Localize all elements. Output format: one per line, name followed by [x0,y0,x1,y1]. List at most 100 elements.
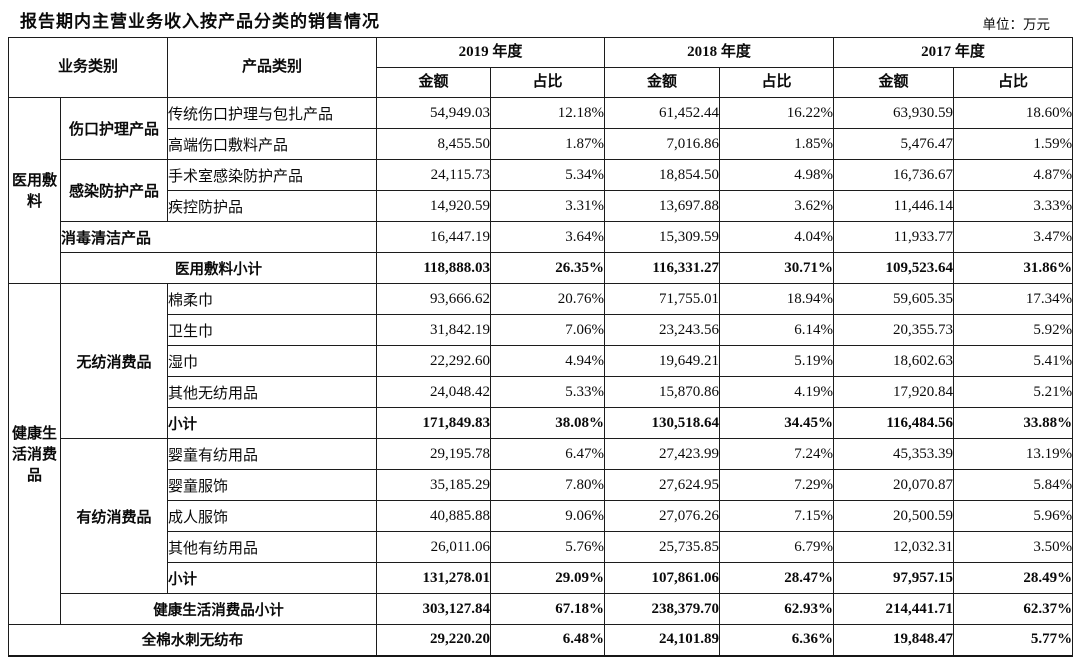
amount-cell: 130,518.64 [604,407,721,439]
amount-cell: 19,848.47 [833,624,955,656]
subgroup-cell-wound-care: 伤口护理产品 [59,97,169,160]
product-name-cell: 传统伤口护理与包扎产品 [167,97,378,129]
table-row: 健康生活消费品 无纺消费品 棉柔巾 93,666.62 20.76% 71,75… [8,283,1074,625]
product-name-cell: 棉柔巾 [167,283,378,315]
product-name-cell: 其他有纺用品 [167,531,378,563]
share-cell: 17.34% [953,283,1074,315]
product-name-cell: 手术室感染防护产品 [167,159,378,191]
share-cell: 20.76% [490,283,606,315]
header-year-2017: 2017 年度 [833,37,1074,68]
amount-cell: 214,441.71 [833,593,955,625]
share-cell: 16.22% [719,97,835,129]
amount-cell: 18,602.63 [833,345,955,377]
header-amount-2018: 金额 [604,67,721,98]
amount-cell: 109,523.64 [833,252,955,284]
share-cell: 6.36% [719,624,835,656]
share-cell: 5.84% [953,469,1074,501]
header-share-2017: 占比 [953,67,1074,98]
header-share-2019: 占比 [490,67,606,98]
amount-cell: 12,032.31 [833,531,955,563]
share-cell: 7.15% [719,500,835,532]
amount-cell: 24,101.89 [604,624,721,656]
subgroup-cell-disinfection-cleaning: 消毒清洁产品 [59,221,378,253]
subtotal-row-nonwoven: 小计 171,849.83 38.08% 130,518.64 34.45% 1… [9,407,1074,439]
subtotal-row-medical: 医用敷料小计 118,888.03 26.35% 116,331.27 30.7… [9,252,1074,284]
share-cell: 5.96% [953,500,1074,532]
share-cell: 12.18% [490,97,606,129]
amount-cell: 24,115.73 [376,159,492,191]
amount-cell: 7,016.86 [604,128,721,160]
amount-cell: 40,885.88 [376,500,492,532]
amount-cell: 71,755.01 [604,283,721,315]
share-cell: 5.41% [953,345,1074,377]
amount-cell: 61,452.44 [604,97,721,129]
product-name-cell: 婴童有纺用品 [167,438,378,470]
share-cell: 29.09% [490,562,606,594]
product-name-cell: 成人服饰 [167,500,378,532]
amount-cell: 27,624.95 [604,469,721,501]
share-cell: 6.79% [719,531,835,563]
amount-cell: 26,011.06 [376,531,492,563]
product-name-cell: 湿巾 [167,345,378,377]
header-row-measures: 金额 占比 金额 占比 金额 占比 [9,67,1074,98]
header-business-category: 业务类别 [7,37,169,98]
share-cell: 9.06% [490,500,606,532]
share-cell: 62.93% [719,593,835,625]
share-cell: 7.80% [490,469,606,501]
header-year-2019: 2019 年度 [376,37,606,68]
amount-cell: 11,933.77 [833,221,955,253]
share-cell: 31.86% [953,252,1074,284]
share-cell: 1.59% [953,128,1074,160]
share-cell: 5.19% [719,345,835,377]
amount-cell: 63,930.59 [833,97,955,129]
subgroup-cell-infection-protection: 感染防护产品 [59,159,169,222]
share-cell: 7.06% [490,314,606,346]
amount-cell: 54,949.03 [376,97,492,129]
table-row: 卫生巾 31,842.19 7.06% 23,243.56 6.14% 20,3… [9,314,1074,346]
table-row: 消毒清洁产品 16,447.19 3.64% 15,309.59 4.04% 1… [9,221,1074,253]
amount-cell: 14,920.59 [376,190,492,222]
amount-cell: 27,423.99 [604,438,721,470]
share-cell: 1.85% [719,128,835,160]
share-cell: 28.47% [719,562,835,594]
share-cell: 62.37% [953,593,1074,625]
amount-cell: 23,243.56 [604,314,721,346]
amount-cell: 20,500.59 [833,500,955,532]
share-cell: 6.48% [490,624,606,656]
amount-cell: 16,447.19 [376,221,492,253]
share-cell: 67.18% [490,593,606,625]
share-cell: 13.19% [953,438,1074,470]
product-name-cell: 婴童服饰 [167,469,378,501]
amount-cell: 15,870.86 [604,376,721,408]
share-cell: 3.47% [953,221,1074,253]
header-amount-2019: 金额 [376,67,492,98]
sales-by-product-table: 业务类别 产品类别 2019 年度 2018 年度 2017 年度 金额 占比 … [7,37,1074,657]
amount-cell: 171,849.83 [376,407,492,439]
amount-cell: 35,185.29 [376,469,492,501]
table-row: 其他无纺用品 24,048.42 5.33% 15,870.86 4.19% 1… [9,376,1074,408]
table-row: 高端伤口敷料产品 8,455.50 1.87% 7,016.86 1.85% 5… [9,128,1074,160]
amount-cell: 116,331.27 [604,252,721,284]
product-name-cell: 卫生巾 [167,314,378,346]
share-cell: 4.98% [719,159,835,191]
subtotal-row-healthy-living: 健康生活消费品小计 303,127.84 67.18% 238,379.70 6… [9,593,1074,625]
share-cell: 7.29% [719,469,835,501]
subtotal-label-cell: 医用敷料小计 [59,252,378,284]
subtotal-label-cell: 健康生活消费品小计 [59,593,378,625]
header-row-years: 业务类别 产品类别 2019 年度 2018 年度 2017 年度 [7,37,1074,98]
share-cell: 18.94% [719,283,835,315]
amount-cell: 16,736.67 [833,159,955,191]
table-row: 有纺消费品 婴童有纺用品 29,195.78 6.47% 27,423.99 7… [9,438,1074,594]
amount-cell: 27,076.26 [604,500,721,532]
group-cell-medical-dressings: 医用敷料 [8,97,61,284]
table-row: 感染防护产品 手术室感染防护产品 24,115.73 5.34% 18,854.… [9,159,1074,222]
amount-cell: 116,484.56 [833,407,955,439]
product-name-cell: 疾控防护品 [167,190,378,222]
share-cell: 4.04% [719,221,835,253]
amount-cell: 20,070.87 [833,469,955,501]
table-row: 湿巾 22,292.60 4.94% 19,649.21 5.19% 18,60… [9,345,1074,377]
amount-cell: 131,278.01 [376,562,492,594]
share-cell: 6.14% [719,314,835,346]
amount-cell: 22,292.60 [376,345,492,377]
share-cell: 33.88% [953,407,1074,439]
